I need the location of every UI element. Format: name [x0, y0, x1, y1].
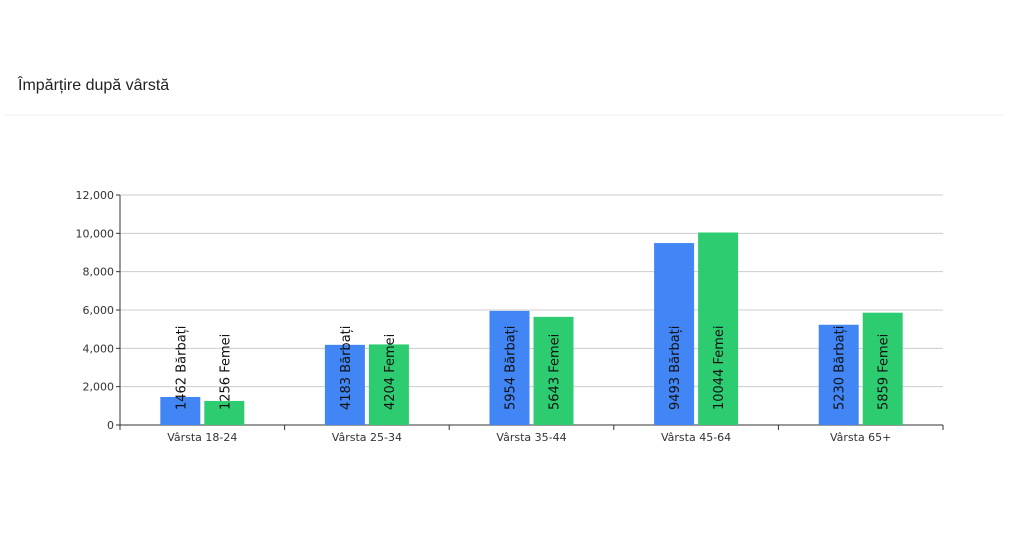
x-tick-label: Vârsta 45-64 — [661, 431, 731, 444]
y-tick-label: 10,000 — [76, 227, 115, 240]
bar — [533, 316, 574, 425]
y-tick-label: 4,000 — [83, 342, 115, 355]
bar — [324, 344, 365, 425]
value-label: 5643 Femei — [548, 334, 563, 410]
bar — [818, 324, 859, 425]
value-label: 4204 Femei — [383, 334, 398, 410]
x-tick-label: Vârsta 18-24 — [167, 431, 237, 444]
value-label: 1256 Femei — [218, 334, 233, 410]
value-label: 1462 Bărbați — [174, 326, 189, 410]
x-tick-label: Vârsta 25-34 — [332, 431, 402, 444]
bar — [204, 400, 245, 425]
y-tick-label: 6,000 — [83, 304, 115, 317]
y-tick-label: 0 — [107, 419, 114, 432]
value-label: 5954 Bărbați — [504, 326, 519, 410]
x-tick-label: Vârsta 35-44 — [496, 431, 566, 444]
chart-title: Împărțire după vârstă — [17, 75, 169, 94]
bar — [160, 396, 201, 425]
bar — [698, 232, 739, 425]
bar — [654, 243, 695, 425]
value-label: 5230 Bărbați — [833, 326, 848, 410]
y-tick-label: 8,000 — [83, 266, 115, 279]
bar — [368, 344, 409, 425]
value-label: 5859 Femei — [877, 334, 892, 410]
value-label: 10044 Femei — [712, 325, 727, 410]
value-label: 9493 Bărbați — [668, 326, 683, 410]
value-label: 4183 Bărbați — [339, 326, 354, 410]
bar — [489, 310, 530, 425]
bar — [862, 312, 903, 425]
y-tick-label: 2,000 — [83, 381, 115, 394]
x-tick-label: Vârsta 65+ — [830, 431, 891, 444]
y-tick-label: 12,000 — [76, 189, 115, 202]
